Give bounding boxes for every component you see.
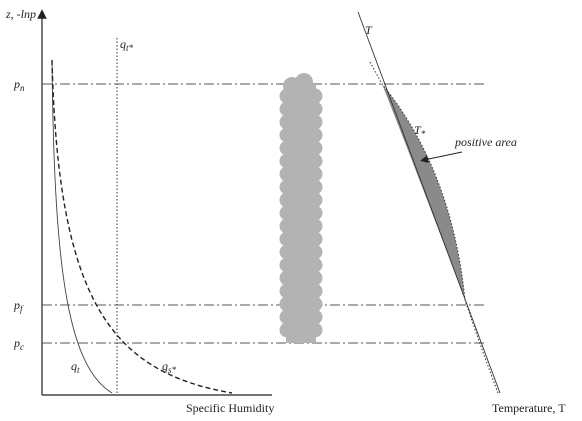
level-label: pf: [13, 298, 24, 314]
x-axis-label: Temperature, T: [492, 401, 566, 415]
cloud-puff: [279, 205, 295, 221]
cloud-puff: [307, 309, 323, 325]
cloud-puff: [307, 166, 323, 182]
cloud-puff: [307, 257, 323, 273]
cloud-puff: [279, 296, 295, 312]
cloud-puff: [279, 244, 295, 260]
cloud-puff: [307, 218, 323, 234]
cloud-puff: [307, 153, 323, 169]
cloud-puff: [279, 270, 295, 286]
cloud-puff: [279, 166, 295, 182]
cloud-puff: [307, 322, 323, 338]
cloud-puff: [307, 192, 323, 208]
cloud-puff: [279, 88, 295, 104]
cloud-puff: [279, 192, 295, 208]
annotation: positive area: [454, 135, 517, 149]
cloud-puff: [307, 205, 323, 221]
cloud-puff: [307, 296, 323, 312]
x-axis-label: Specific Humidity: [186, 401, 274, 415]
cloud-puff: [307, 283, 323, 299]
cloud-puff: [279, 127, 295, 143]
cloud-puff: [279, 257, 295, 273]
cloud-puff: [307, 270, 323, 286]
cloud-puff: [279, 218, 295, 234]
cloud-puff: [279, 231, 295, 247]
cloud-puff: [307, 244, 323, 260]
level-lines: [42, 83, 486, 344]
cloud-puff: [279, 309, 295, 325]
cloud-puff: [279, 101, 295, 117]
curve-label: qs*: [162, 359, 177, 375]
environment-temperature: [357, 11, 501, 394]
cloud-puff: [279, 283, 295, 299]
positive-area: [382, 84, 465, 300]
cloud-puff: [279, 153, 295, 169]
curve-label: T*: [414, 123, 426, 139]
cloud-puff: [307, 114, 323, 130]
cloud-puff: [307, 231, 323, 247]
cloud-puff: [279, 179, 295, 195]
qt-curve: [51, 59, 113, 394]
cloud-puff: [307, 101, 323, 117]
curve-label: qt: [71, 359, 80, 375]
annotation-arrow: [420, 151, 463, 164]
level-label: pc: [13, 336, 24, 352]
cloud-puff: [307, 140, 323, 156]
cloud-puff: [279, 140, 295, 156]
cloud-puff: [307, 88, 323, 104]
cloud: [279, 73, 323, 343]
cloud-puff: [279, 322, 295, 338]
cloud-puff: [307, 127, 323, 143]
y-axis-label: z, -lnp: [5, 7, 36, 21]
curve-label: qt*: [120, 37, 134, 53]
qs-star-curve: [51, 59, 233, 394]
level-label: pn: [13, 77, 25, 93]
curve-label: T: [365, 23, 373, 37]
cloud-puff: [279, 114, 295, 130]
cloud-puff: [307, 179, 323, 195]
